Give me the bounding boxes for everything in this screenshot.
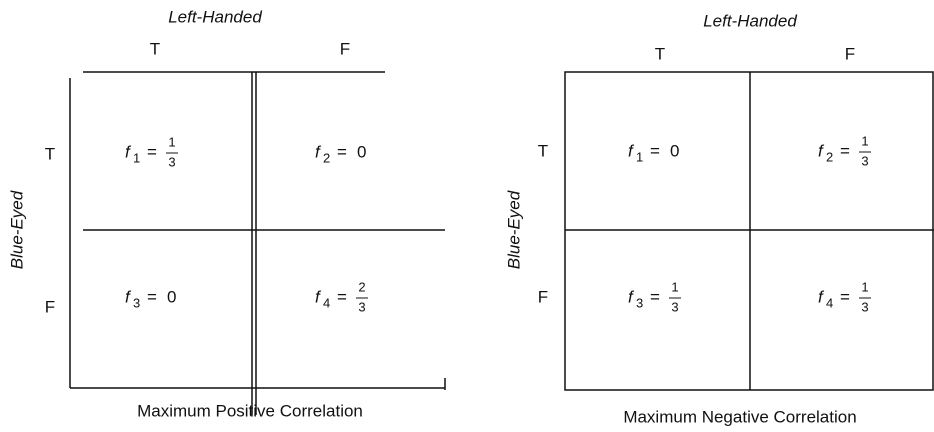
cell-relation: = [337, 142, 347, 161]
cell-denominator: 3 [358, 299, 365, 314]
cell-symbol: f [315, 142, 322, 161]
cell-denominator: 3 [861, 153, 868, 168]
cell-numerator: 2 [358, 279, 365, 294]
cell-relation: = [840, 287, 850, 306]
cell-index: 2 [323, 150, 330, 165]
row-header: T [45, 144, 55, 163]
left-table-grid [69, 71, 446, 415]
cell-value: 0 [357, 142, 366, 161]
column-title: Left-Handed [168, 7, 262, 26]
cell-symbol: f [315, 287, 322, 306]
cell-index: 1 [133, 150, 140, 165]
column-header: F [340, 39, 350, 58]
cell-symbol: f [125, 287, 132, 306]
cell-symbol: f [628, 141, 635, 160]
cell-symbol: f [628, 287, 635, 306]
cell-value: 0 [670, 141, 679, 160]
cell-numerator: 1 [861, 279, 868, 294]
column-header: F [845, 44, 855, 63]
cell-index: 4 [323, 295, 330, 310]
cell-relation: = [650, 287, 660, 306]
cell-relation: = [147, 287, 157, 306]
cell-symbol: f [818, 287, 825, 306]
cell-index: 3 [133, 295, 140, 310]
cell-value: 0 [167, 287, 176, 306]
cell-denominator: 3 [671, 299, 678, 314]
column-header: T [150, 39, 160, 58]
cell-relation: = [337, 287, 347, 306]
row-header: F [538, 287, 548, 306]
cell-relation: = [147, 142, 157, 161]
cell-relation: = [840, 141, 850, 160]
caption: Maximum Positive Correlation [137, 401, 363, 420]
row-header: T [538, 141, 548, 160]
cell-numerator: 1 [861, 133, 868, 148]
row-title: Blue-Eyed [7, 190, 26, 269]
row-header: F [45, 297, 55, 316]
column-header: T [655, 44, 665, 63]
cell-index: 1 [636, 149, 643, 164]
cell-numerator: 1 [671, 279, 678, 294]
column-title: Left-Handed [703, 11, 797, 30]
cell-numerator: 1 [168, 134, 175, 149]
cell-symbol: f [818, 141, 825, 160]
cell-index: 3 [636, 295, 643, 310]
cell-index: 2 [826, 149, 833, 164]
caption: Maximum Negative Correlation [623, 407, 856, 426]
cell-relation: = [650, 141, 660, 160]
right-table-grid [564, 71, 934, 391]
cell-symbol: f [125, 142, 132, 161]
cell-denominator: 3 [861, 299, 868, 314]
cell-denominator: 3 [168, 154, 175, 169]
row-title: Blue-Eyed [504, 190, 523, 269]
cell-index: 4 [826, 295, 833, 310]
